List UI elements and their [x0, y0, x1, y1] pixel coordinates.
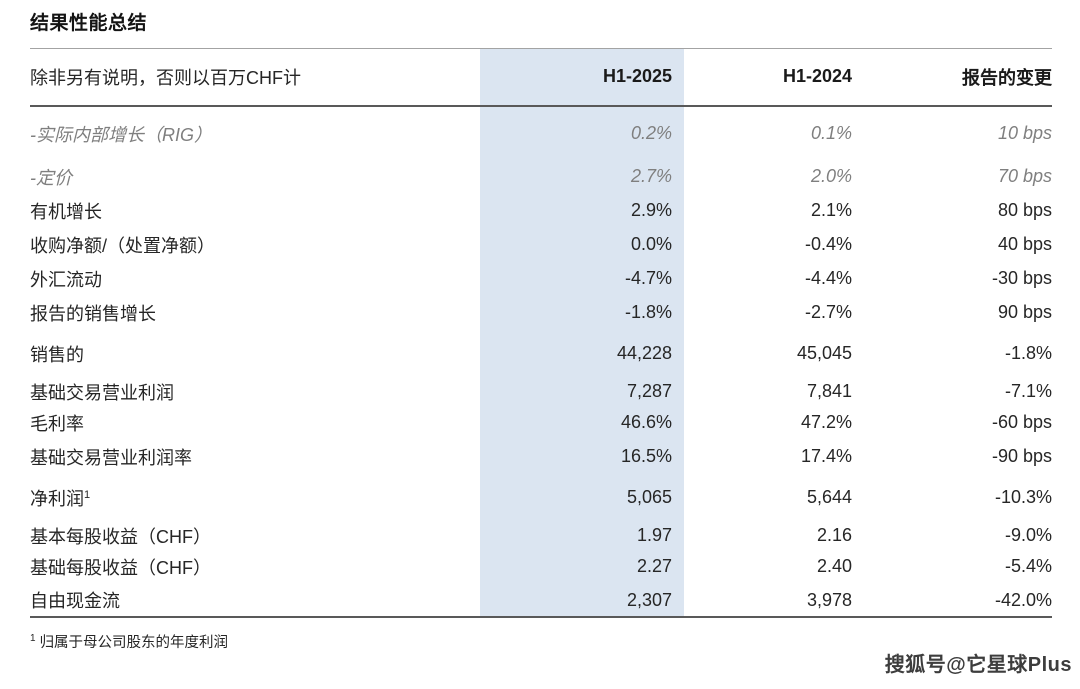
- watermark: 搜狐号@它星球Plus: [884, 654, 1072, 676]
- footnote-text: 归属于母公司股东的年度利润: [39, 634, 229, 651]
- table-row-pricing: -定价 2.7% 2.0% 70 bps: [30, 158, 1052, 193]
- table-row-underlying-eps: 基础每股收益（CHF） 2.27 2.40 -5.4%: [30, 548, 1052, 583]
- table-row-basic-eps: 基本每股收益（CHF） 1.97 2.16 -9.0%: [30, 510, 1052, 549]
- footnote: 1 归属于母公司股东的年度利润: [30, 631, 1052, 652]
- column-header-h1-2025: H1-2025: [480, 48, 684, 107]
- column-header-change: 报告的变更: [866, 48, 1052, 107]
- table-row-fx: 外汇流动 -4.7% -4.4% -30 bps: [30, 260, 1052, 295]
- footnote-marker: 1: [84, 488, 91, 501]
- table-row-uto-profit: 基础交易营业利润 7,287 7,841 -7.1%: [30, 366, 1052, 405]
- table-row-gross-margin: 毛利率 46.6% 47.2% -60 bps: [30, 404, 1052, 439]
- table-row-free-cash-flow: 自由现金流 2,307 3,978 -42.0%: [30, 582, 1052, 617]
- table-row-organic-growth: 有机增长 2.9% 2.1% 80 bps: [30, 192, 1052, 227]
- header-row: 除非另有说明，否则以百万CHF计 H1-2025 H1-2024 报告的变更: [30, 48, 1052, 107]
- unit-note: 除非另有说明，否则以百万CHF计: [30, 48, 480, 107]
- table-header: 除非另有说明，否则以百万CHF计 H1-2025 H1-2024 报告的变更: [30, 48, 1052, 107]
- table-row-reported-sales-growth: 报告的销售增长 -1.8% -2.7% 90 bps: [30, 294, 1052, 329]
- results-table: 除非另有说明，否则以百万CHF计 H1-2025 H1-2024 报告的变更 -…: [30, 48, 1052, 618]
- table-row-net-acquisitions: 收购净额/（处置净额） 0.0% -0.4% 40 bps: [30, 226, 1052, 261]
- table-row-rig: -实际内部增长（RIG） 0.2% 0.1% 10 bps: [30, 105, 1052, 159]
- net-profit-label: 净利润: [30, 488, 84, 509]
- column-header-h1-2024: H1-2024: [684, 48, 866, 107]
- page-title: 结果性能总结: [30, 13, 148, 34]
- table-row-sales: 销售的 44,228 45,045 -1.8%: [30, 328, 1052, 367]
- table-row-uto-margin: 基础交易营业利润率 16.5% 17.4% -90 bps: [30, 438, 1052, 473]
- table-row-net-profit: 净利润1 5,065 5,644 -10.3%: [30, 472, 1052, 511]
- footnote-sup: 1: [30, 632, 36, 644]
